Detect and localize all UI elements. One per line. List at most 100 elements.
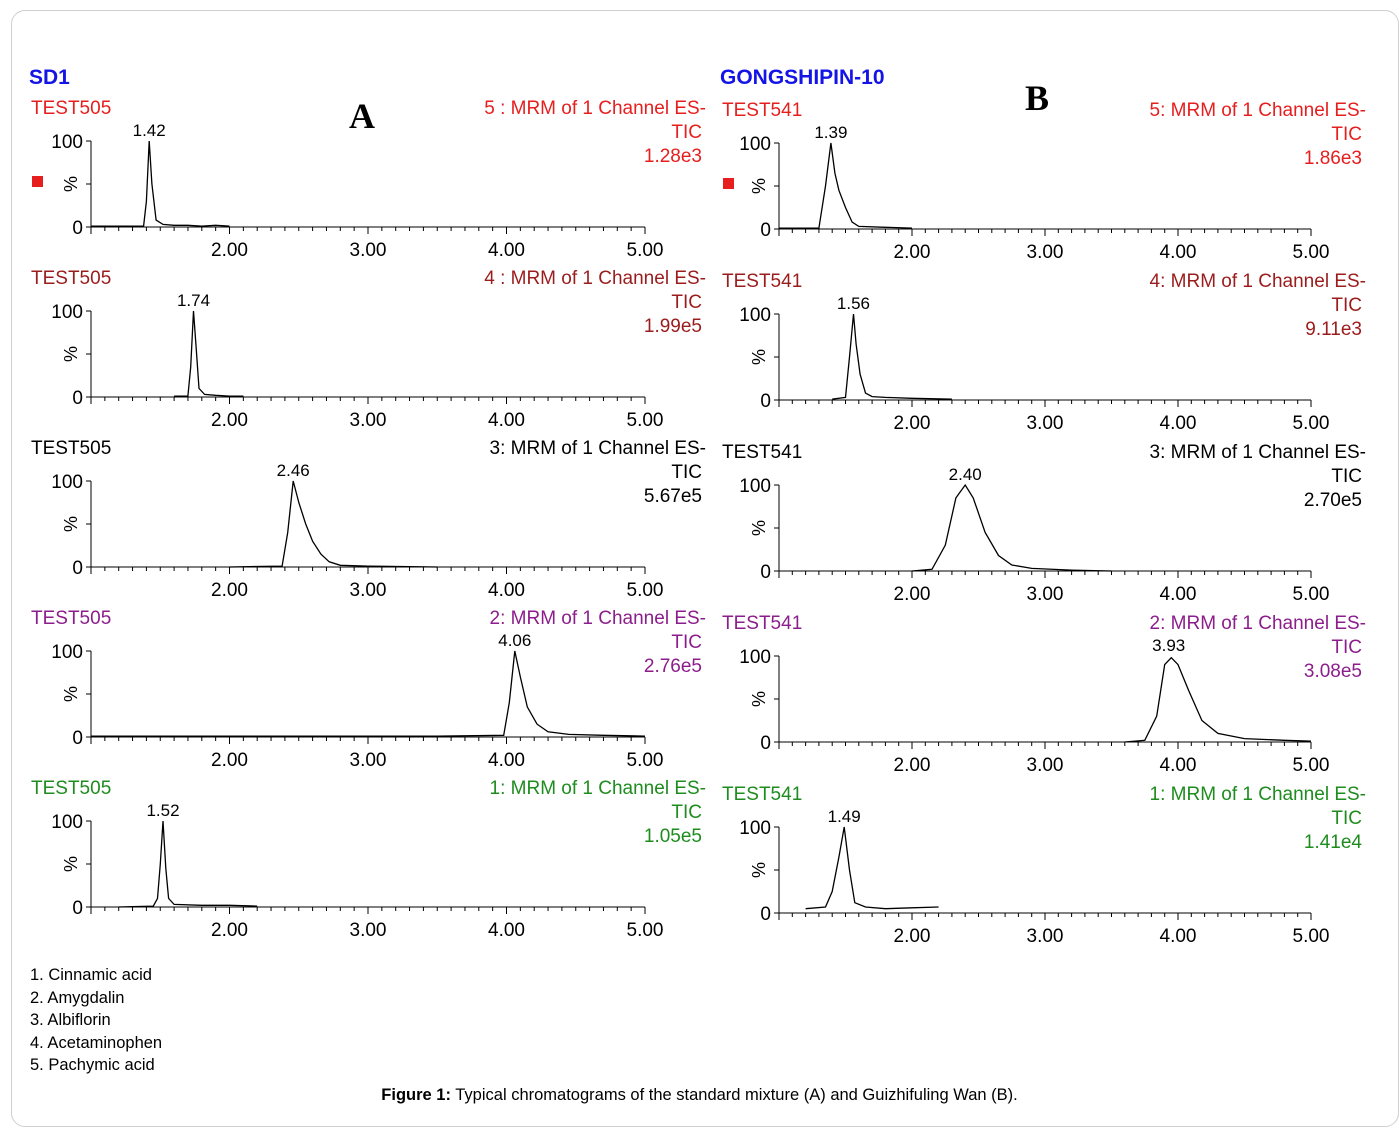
intensity-label: 2.76e5 xyxy=(644,656,702,677)
x-tick-label: 2.00 xyxy=(894,926,931,947)
intensity-label: 1.41e4 xyxy=(1304,832,1363,853)
tic-label: TIC xyxy=(671,122,702,143)
peak-label: 1.39 xyxy=(814,123,847,142)
panel-letter: A xyxy=(349,96,375,136)
y-tick-label: 100 xyxy=(739,305,771,326)
peak-label: 2.40 xyxy=(949,465,982,484)
channel-label: 2: MRM of 1 Channel ES- xyxy=(490,608,706,629)
y-tick-label: 0 xyxy=(72,558,83,579)
peak-label: 1.42 xyxy=(133,121,166,140)
figure-caption: Figure 1: Typical chromatograms of the s… xyxy=(0,1086,1399,1105)
y-axis-percent-label: % xyxy=(749,178,769,194)
y-tick-label: 100 xyxy=(51,132,83,153)
y-tick-label: 0 xyxy=(760,733,771,754)
sample-name: GONGSHIPIN-10 xyxy=(720,66,885,89)
y-tick-label: 0 xyxy=(72,388,83,409)
y-tick-label: 100 xyxy=(51,472,83,493)
y-tick-label: 100 xyxy=(739,134,771,155)
channel-label: 3: MRM of 1 Channel ES- xyxy=(1150,442,1366,463)
trace-sample-label: TEST505 xyxy=(31,608,111,629)
intensity-label: 1.99e5 xyxy=(644,316,702,337)
peak-label: 1.56 xyxy=(837,294,870,313)
chromatogram-trace xyxy=(832,313,952,400)
peak-label: 3.93 xyxy=(1152,636,1185,655)
y-tick-label: 100 xyxy=(51,302,83,323)
x-tick-label: 4.00 xyxy=(1160,413,1197,434)
chromatogram-trace xyxy=(779,142,913,229)
x-tick-label: 5.00 xyxy=(627,410,664,431)
y-tick-label: 100 xyxy=(51,642,83,663)
x-tick-label: 2.00 xyxy=(211,580,248,601)
channel-label: 4: MRM of 1 Channel ES- xyxy=(1150,271,1366,292)
y-axis-percent-label: % xyxy=(61,856,81,872)
legend-item: 1. Cinnamic acid xyxy=(30,966,152,984)
x-tick-label: 2.00 xyxy=(894,755,931,776)
peak-label: 1.74 xyxy=(177,291,210,310)
peak-label: 4.06 xyxy=(498,631,531,650)
channel-label: 5 : MRM of 1 Channel ES- xyxy=(484,98,706,119)
y-axis-percent-label: % xyxy=(749,691,769,707)
chromatogram-trace xyxy=(91,650,646,737)
sample-name: SD1 xyxy=(29,66,70,89)
y-tick-label: 0 xyxy=(72,898,83,919)
x-tick-label: 5.00 xyxy=(1293,242,1330,263)
x-tick-label: 5.00 xyxy=(627,580,664,601)
chromatogram-trace xyxy=(91,140,230,227)
trace-sample-label: TEST541 xyxy=(722,613,802,634)
y-axis-percent-label: % xyxy=(61,176,81,192)
intensity-label: 1.28e3 xyxy=(644,146,702,167)
tic-label: TIC xyxy=(671,462,702,483)
tic-label: TIC xyxy=(1331,637,1362,658)
x-tick-label: 5.00 xyxy=(1293,413,1330,434)
y-tick-label: 0 xyxy=(760,904,771,925)
x-tick-label: 2.00 xyxy=(211,240,248,261)
x-tick-label: 4.00 xyxy=(1160,584,1197,605)
tic-label: TIC xyxy=(1331,466,1362,487)
peak-label: 2.46 xyxy=(277,461,310,480)
trace-sample-label: TEST505 xyxy=(31,268,111,289)
x-tick-label: 4.00 xyxy=(488,580,525,601)
trace-sample-label: TEST505 xyxy=(31,438,111,459)
y-tick-label: 100 xyxy=(739,647,771,668)
y-axis-percent-label: % xyxy=(61,346,81,362)
x-tick-label: 2.00 xyxy=(211,410,248,431)
trace-sample-label: TEST505 xyxy=(31,98,111,119)
x-tick-label: 3.00 xyxy=(1027,926,1064,947)
y-axis-percent-label: % xyxy=(749,349,769,365)
x-tick-label: 4.00 xyxy=(1160,242,1197,263)
y-tick-label: 0 xyxy=(760,391,771,412)
intensity-label: 1.05e5 xyxy=(644,826,702,847)
legend-item: 2. Amygdalin xyxy=(30,988,125,1007)
legend-item: 4. Acetaminophen xyxy=(30,1033,163,1052)
intensity-label: 5.67e5 xyxy=(644,486,702,507)
x-tick-label: 4.00 xyxy=(1160,755,1197,776)
tic-label: TIC xyxy=(1331,124,1362,145)
y-tick-label: 100 xyxy=(51,812,83,833)
chromatogram-trace xyxy=(911,483,1112,572)
y-axis-percent-label: % xyxy=(61,686,81,702)
x-tick-label: 5.00 xyxy=(627,920,664,941)
channel-label: 2: MRM of 1 Channel ES- xyxy=(1150,613,1366,634)
y-tick-label: 0 xyxy=(760,562,771,583)
trace-sample-label: TEST541 xyxy=(722,784,802,805)
x-tick-label: 5.00 xyxy=(1293,755,1330,776)
chromatogram-trace xyxy=(805,826,939,910)
x-tick-label: 3.00 xyxy=(350,240,387,261)
channel-marker xyxy=(723,178,734,189)
x-tick-label: 2.00 xyxy=(894,584,931,605)
panel-letter: B xyxy=(1025,78,1049,118)
intensity-label: 9.11e3 xyxy=(1305,319,1362,340)
x-tick-label: 4.00 xyxy=(488,750,525,771)
caption-text: Typical chromatograms of the standard mi… xyxy=(450,1086,1018,1104)
y-tick-label: 100 xyxy=(739,818,771,839)
trace-sample-label: TEST505 xyxy=(31,778,111,799)
y-tick-label: 0 xyxy=(72,728,83,749)
x-tick-label: 4.00 xyxy=(1160,926,1197,947)
x-tick-label: 3.00 xyxy=(350,920,387,941)
tic-label: TIC xyxy=(1331,295,1362,316)
x-tick-label: 3.00 xyxy=(1027,413,1064,434)
chromatogram-trace xyxy=(118,820,258,908)
x-tick-label: 5.00 xyxy=(627,240,664,261)
peak-label: 1.52 xyxy=(146,801,179,820)
y-axis-percent-label: % xyxy=(749,862,769,878)
